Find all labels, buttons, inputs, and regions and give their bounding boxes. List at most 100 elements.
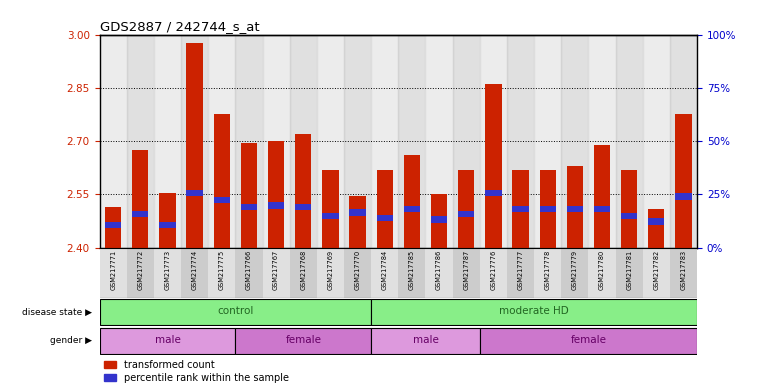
Text: GSM217770: GSM217770: [355, 250, 361, 290]
Bar: [539, 169, 556, 248]
Bar: [154, 248, 181, 298]
Text: GSM217775: GSM217775: [219, 250, 224, 290]
Bar: [186, 190, 203, 196]
Bar: [181, 35, 208, 248]
Bar: [295, 134, 312, 248]
Text: GSM217785: GSM217785: [409, 250, 415, 290]
Bar: [431, 217, 447, 223]
Bar: [425, 248, 453, 298]
Text: male: male: [413, 335, 438, 345]
Bar: [588, 35, 616, 248]
Text: female: female: [285, 335, 321, 345]
Text: GSM217766: GSM217766: [246, 250, 252, 290]
Bar: [133, 211, 149, 217]
Bar: [453, 35, 480, 248]
Bar: [372, 299, 697, 325]
Bar: [317, 35, 344, 248]
Bar: [458, 169, 474, 248]
Bar: [290, 248, 317, 298]
Text: GSM217773: GSM217773: [165, 250, 171, 290]
Text: GSM217769: GSM217769: [327, 250, 333, 290]
Bar: [512, 169, 529, 248]
Bar: [594, 145, 611, 248]
Bar: [648, 209, 664, 248]
Bar: [567, 166, 583, 248]
Bar: [290, 35, 317, 248]
Bar: [349, 196, 365, 248]
Bar: [670, 35, 697, 248]
Bar: [214, 114, 230, 248]
Bar: [322, 213, 339, 219]
Text: moderate HD: moderate HD: [499, 306, 569, 316]
Bar: [458, 211, 474, 217]
Bar: [676, 193, 692, 200]
Bar: [154, 35, 181, 248]
Text: female: female: [571, 335, 607, 345]
Bar: [208, 248, 235, 298]
Bar: [159, 222, 175, 228]
Bar: [377, 169, 393, 248]
Bar: [648, 218, 664, 225]
Text: gender ▶: gender ▶: [50, 336, 92, 345]
Text: disease state ▶: disease state ▶: [22, 308, 92, 316]
Bar: [322, 169, 339, 248]
Bar: [588, 248, 616, 298]
Bar: [214, 197, 230, 203]
Bar: [567, 206, 583, 212]
Bar: [317, 248, 344, 298]
Bar: [398, 248, 425, 298]
Bar: [159, 193, 175, 248]
Bar: [534, 248, 561, 298]
Bar: [208, 35, 235, 248]
Bar: [126, 35, 154, 248]
Text: GSM217786: GSM217786: [436, 250, 442, 290]
Text: GSM217767: GSM217767: [273, 250, 279, 290]
Bar: [621, 213, 637, 219]
Bar: [344, 35, 372, 248]
Bar: [235, 35, 263, 248]
Bar: [561, 248, 588, 298]
Bar: [100, 35, 126, 248]
Bar: [105, 207, 121, 248]
Bar: [404, 206, 420, 212]
Bar: [616, 35, 643, 248]
Bar: [507, 248, 534, 298]
Text: GSM217768: GSM217768: [300, 250, 306, 290]
Bar: [480, 248, 507, 298]
Legend: transformed count, percentile rank within the sample: transformed count, percentile rank withi…: [104, 360, 289, 383]
Bar: [126, 248, 154, 298]
Bar: [235, 248, 263, 298]
Bar: [268, 141, 284, 248]
Bar: [561, 35, 588, 248]
Text: GSM217779: GSM217779: [572, 250, 578, 290]
Bar: [235, 328, 372, 354]
Bar: [241, 204, 257, 210]
Text: GSM217774: GSM217774: [192, 250, 198, 290]
Bar: [100, 328, 235, 354]
Text: GSM217781: GSM217781: [626, 250, 632, 290]
Bar: [621, 169, 637, 248]
Bar: [643, 248, 670, 298]
Text: GSM217784: GSM217784: [381, 250, 388, 290]
Bar: [133, 150, 149, 248]
Bar: [480, 35, 507, 248]
Text: GSM217787: GSM217787: [463, 250, 470, 290]
Bar: [507, 35, 534, 248]
Bar: [485, 190, 502, 196]
Bar: [241, 143, 257, 248]
Bar: [643, 35, 670, 248]
Bar: [534, 35, 561, 248]
Bar: [372, 35, 398, 248]
Text: male: male: [155, 335, 181, 345]
Text: GSM217783: GSM217783: [680, 250, 686, 290]
Text: GSM217776: GSM217776: [490, 250, 496, 290]
Bar: [100, 299, 372, 325]
Text: GSM217780: GSM217780: [599, 250, 605, 290]
Bar: [349, 209, 365, 216]
Bar: [372, 328, 480, 354]
Bar: [100, 248, 126, 298]
Bar: [485, 84, 502, 248]
Bar: [268, 202, 284, 209]
Bar: [480, 328, 697, 354]
Bar: [372, 248, 398, 298]
